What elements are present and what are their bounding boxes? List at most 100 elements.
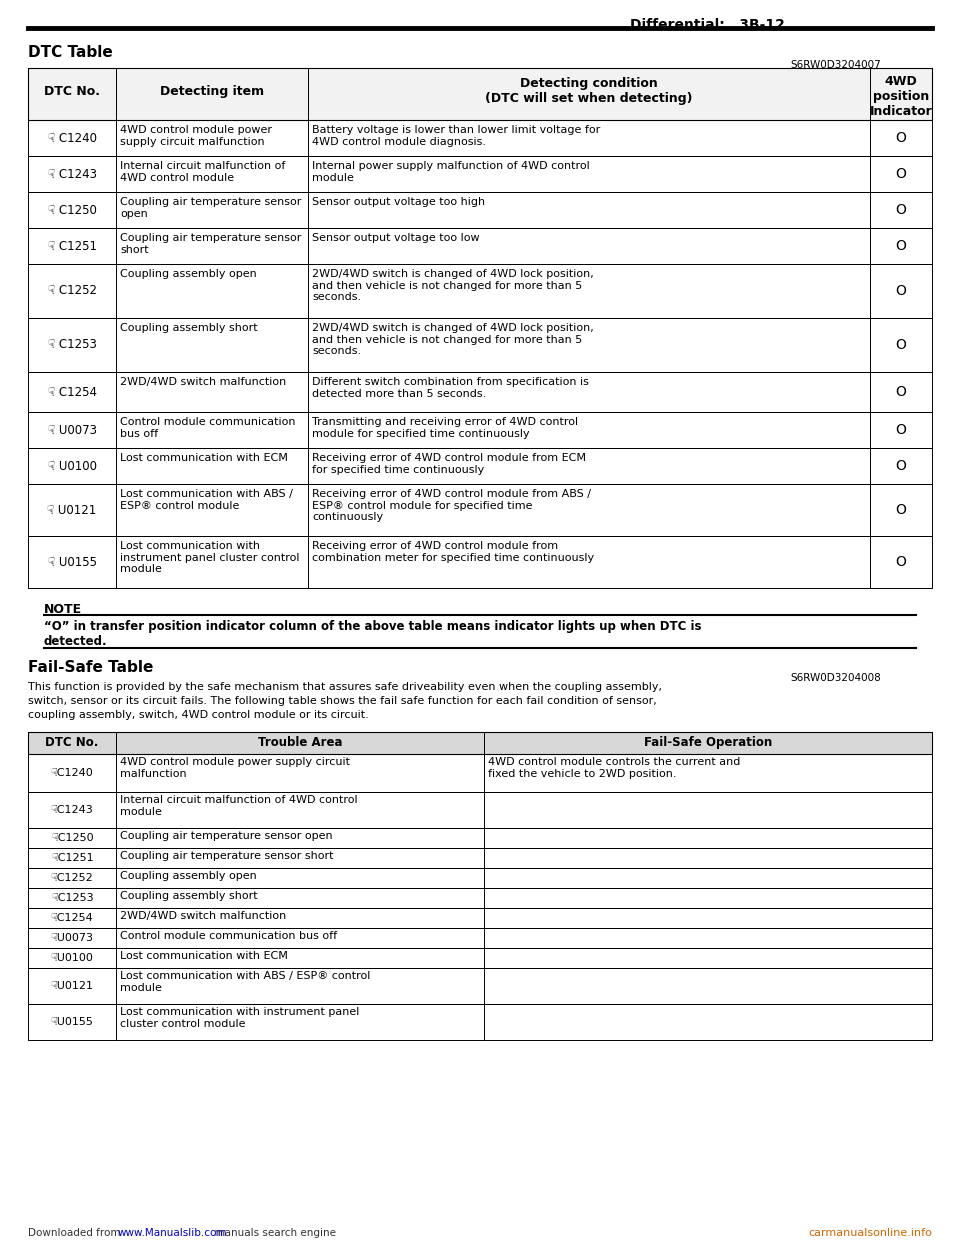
Bar (28, 448, 932, 484)
Text: Differential:   3B-12: Differential: 3B-12 (630, 17, 785, 32)
Text: ☟U0155: ☟U0155 (51, 1017, 93, 1027)
Bar (28, 968, 932, 1004)
Text: NOTE: NOTE (44, 604, 83, 616)
Text: Internal circuit malfunction of
4WD control module: Internal circuit malfunction of 4WD cont… (120, 161, 285, 183)
Text: O: O (896, 338, 906, 351)
Text: DTC No.: DTC No. (45, 737, 99, 749)
Text: ☟C1251: ☟C1251 (51, 853, 93, 863)
Text: ☟ C1243: ☟ C1243 (47, 168, 97, 180)
Text: Internal power supply malfunction of 4WD control
module: Internal power supply malfunction of 4WD… (312, 161, 589, 183)
Bar (28, 732, 932, 754)
Bar (28, 229, 932, 265)
Bar (28, 828, 932, 848)
Text: Battery voltage is lower than lower limit voltage for
4WD control module diagnos: Battery voltage is lower than lower limi… (312, 125, 600, 147)
Text: Sensor output voltage too low: Sensor output voltage too low (312, 233, 480, 243)
Text: Coupling air temperature sensor short: Coupling air temperature sensor short (120, 851, 333, 861)
Bar (28, 484, 932, 537)
Text: Lost communication with ABS / ESP® control
module: Lost communication with ABS / ESP® contr… (120, 971, 371, 992)
Text: Coupling air temperature sensor
open: Coupling air temperature sensor open (120, 197, 301, 219)
Text: O: O (896, 284, 906, 298)
Text: DTC Table: DTC Table (28, 45, 112, 60)
Text: 4WD control module power supply circuit
malfunction: 4WD control module power supply circuit … (120, 758, 350, 779)
Text: coupling assembly, switch, 4WD control module or its circuit.: coupling assembly, switch, 4WD control m… (28, 710, 369, 720)
Text: Different switch combination from specification is
detected more than 5 seconds.: Different switch combination from specif… (312, 378, 588, 399)
Text: Receiving error of 4WD control module from ECM
for specified time continuously: Receiving error of 4WD control module fr… (312, 453, 586, 474)
Text: Receiving error of 4WD control module from
combination meter for specified time : Receiving error of 4WD control module fr… (312, 542, 594, 563)
Bar (28, 948, 932, 968)
Text: Control module communication
bus off: Control module communication bus off (120, 417, 296, 438)
Text: 4WD
position
Indicator: 4WD position Indicator (870, 75, 932, 118)
Text: O: O (896, 385, 906, 399)
Text: ☟C1253: ☟C1253 (51, 893, 93, 903)
Text: Detecting condition
(DTC will set when detecting): Detecting condition (DTC will set when d… (485, 77, 693, 106)
Text: www.Manualslib.com: www.Manualslib.com (118, 1228, 228, 1238)
Text: ☟ C1240: ☟ C1240 (47, 132, 97, 144)
Text: O: O (896, 555, 906, 569)
Text: Downloaded from: Downloaded from (28, 1228, 124, 1238)
Text: ☟U0100: ☟U0100 (51, 953, 93, 963)
Text: “O” in transfer position indicator column of the above table means indicator lig: “O” in transfer position indicator colum… (44, 620, 702, 648)
Text: S6RW0D3204007: S6RW0D3204007 (790, 60, 880, 70)
Text: Coupling assembly short: Coupling assembly short (120, 323, 257, 333)
Bar (28, 537, 932, 587)
Text: Coupling assembly open: Coupling assembly open (120, 871, 256, 881)
Text: carmanualsonline.info: carmanualsonline.info (808, 1228, 932, 1238)
Bar (28, 928, 932, 948)
Text: ☟U0073: ☟U0073 (51, 933, 93, 943)
Text: Coupling air temperature sensor
short: Coupling air temperature sensor short (120, 233, 301, 255)
Bar (28, 373, 932, 412)
Bar (28, 848, 932, 868)
Text: Transmitting and receiving error of 4WD control
module for specified time contin: Transmitting and receiving error of 4WD … (312, 417, 578, 438)
Text: O: O (896, 166, 906, 181)
Text: Receiving error of 4WD control module from ABS /
ESP® control module for specifi: Receiving error of 4WD control module fr… (312, 489, 591, 522)
Text: ☟C1250: ☟C1250 (51, 833, 93, 843)
Text: O: O (896, 424, 906, 437)
Text: Fail-Safe Operation: Fail-Safe Operation (644, 737, 772, 749)
Text: O: O (896, 460, 906, 473)
Text: DTC No.: DTC No. (44, 84, 100, 98)
Bar (28, 156, 932, 193)
Text: Fail-Safe Table: Fail-Safe Table (28, 660, 154, 674)
Text: O: O (896, 130, 906, 145)
Text: S6RW0D3204008: S6RW0D3204008 (790, 673, 880, 683)
Bar (28, 412, 932, 448)
Text: ☟U0121: ☟U0121 (51, 981, 93, 991)
Text: Lost communication with ECM: Lost communication with ECM (120, 951, 288, 961)
Text: 2WD/4WD switch malfunction: 2WD/4WD switch malfunction (120, 910, 286, 922)
Text: 4WD control module power
supply circuit malfunction: 4WD control module power supply circuit … (120, 125, 272, 147)
Bar (28, 888, 932, 908)
Text: Coupling air temperature sensor open: Coupling air temperature sensor open (120, 831, 332, 841)
Text: ☟ U0121: ☟ U0121 (47, 503, 97, 517)
Bar (28, 265, 932, 318)
Text: 2WD/4WD switch is changed of 4WD lock position,
and then vehicle is not changed : 2WD/4WD switch is changed of 4WD lock po… (312, 323, 593, 356)
Text: Internal circuit malfunction of 4WD control
module: Internal circuit malfunction of 4WD cont… (120, 795, 358, 816)
Text: ☟C1254: ☟C1254 (51, 913, 93, 923)
Text: Coupling assembly short: Coupling assembly short (120, 891, 257, 900)
Bar (28, 318, 932, 373)
Text: This function is provided by the safe mechanism that assures safe driveability e: This function is provided by the safe me… (28, 682, 662, 692)
Text: Lost communication with
instrument panel cluster control
module: Lost communication with instrument panel… (120, 542, 300, 574)
Text: Lost communication with ECM: Lost communication with ECM (120, 453, 288, 463)
Text: ☟C1240: ☟C1240 (51, 768, 93, 777)
Bar (28, 908, 932, 928)
Bar (28, 732, 932, 754)
Text: O: O (896, 503, 906, 517)
Bar (28, 68, 932, 120)
Text: ☟ C1254: ☟ C1254 (47, 385, 97, 399)
Text: Sensor output voltage too high: Sensor output voltage too high (312, 197, 485, 207)
Text: ☟ C1253: ☟ C1253 (48, 339, 96, 351)
Bar (28, 193, 932, 229)
Text: Lost communication with ABS /
ESP® control module: Lost communication with ABS / ESP® contr… (120, 489, 293, 510)
Bar (28, 754, 932, 792)
Bar (28, 792, 932, 828)
Text: switch, sensor or its circuit fails. The following table shows the fail safe fun: switch, sensor or its circuit fails. The… (28, 696, 657, 705)
Bar (28, 1004, 932, 1040)
Text: ☟ C1251: ☟ C1251 (47, 240, 97, 252)
Text: Lost communication with instrument panel
cluster control module: Lost communication with instrument panel… (120, 1007, 359, 1028)
Text: 4WD control module controls the current and
fixed the vehicle to 2WD position.: 4WD control module controls the current … (488, 758, 740, 779)
Text: ☟ U0155: ☟ U0155 (47, 555, 97, 569)
Text: ☟C1243: ☟C1243 (51, 805, 93, 815)
Text: Trouble Area: Trouble Area (257, 737, 343, 749)
Text: ☟ C1252: ☟ C1252 (47, 284, 97, 298)
Text: ☟ C1250: ☟ C1250 (48, 204, 96, 216)
